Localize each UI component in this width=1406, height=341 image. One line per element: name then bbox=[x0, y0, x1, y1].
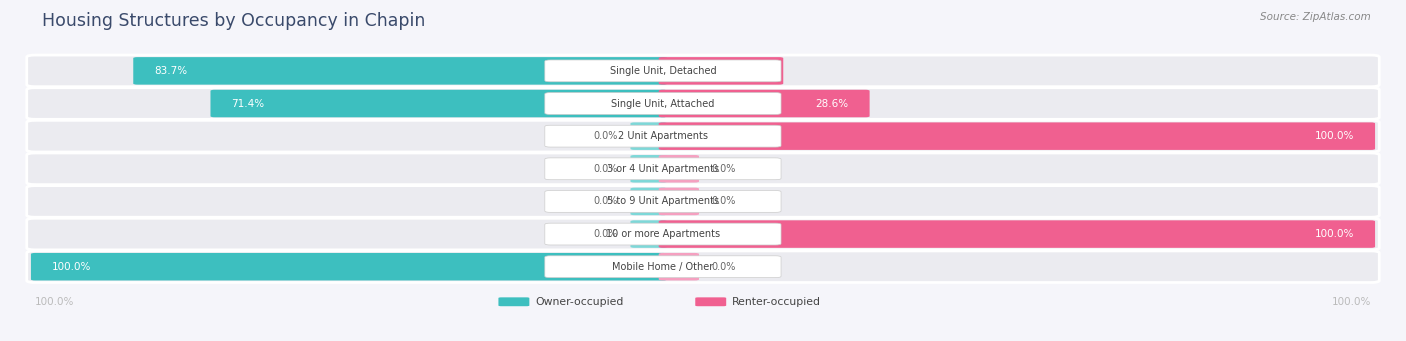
Text: 0.0%: 0.0% bbox=[593, 229, 617, 239]
Text: 3 or 4 Unit Apartments: 3 or 4 Unit Apartments bbox=[607, 164, 718, 174]
FancyBboxPatch shape bbox=[27, 88, 1379, 119]
Text: 0.0%: 0.0% bbox=[711, 164, 735, 174]
FancyBboxPatch shape bbox=[630, 188, 666, 215]
Text: 71.4%: 71.4% bbox=[232, 99, 264, 108]
FancyBboxPatch shape bbox=[498, 297, 530, 306]
FancyBboxPatch shape bbox=[658, 220, 1375, 248]
Text: 100.0%: 100.0% bbox=[1331, 297, 1371, 307]
Text: 28.6%: 28.6% bbox=[815, 99, 849, 108]
Text: 16.4%: 16.4% bbox=[730, 66, 762, 76]
Text: Owner-occupied: Owner-occupied bbox=[536, 297, 623, 307]
FancyBboxPatch shape bbox=[630, 155, 666, 182]
FancyBboxPatch shape bbox=[658, 122, 1375, 150]
Text: 2 Unit Apartments: 2 Unit Apartments bbox=[617, 131, 709, 141]
FancyBboxPatch shape bbox=[27, 120, 1379, 152]
Text: Single Unit, Attached: Single Unit, Attached bbox=[612, 99, 714, 108]
Text: Housing Structures by Occupancy in Chapin: Housing Structures by Occupancy in Chapi… bbox=[42, 12, 426, 30]
Text: 83.7%: 83.7% bbox=[155, 66, 187, 76]
Text: 0.0%: 0.0% bbox=[593, 131, 617, 141]
FancyBboxPatch shape bbox=[658, 253, 699, 280]
FancyBboxPatch shape bbox=[27, 153, 1379, 184]
FancyBboxPatch shape bbox=[544, 256, 782, 278]
Text: 10 or more Apartments: 10 or more Apartments bbox=[606, 229, 720, 239]
Text: Renter-occupied: Renter-occupied bbox=[731, 297, 821, 307]
Text: Source: ZipAtlas.com: Source: ZipAtlas.com bbox=[1260, 12, 1371, 22]
Text: 100.0%: 100.0% bbox=[1315, 131, 1354, 141]
FancyBboxPatch shape bbox=[544, 93, 782, 115]
FancyBboxPatch shape bbox=[658, 90, 870, 117]
FancyBboxPatch shape bbox=[544, 60, 782, 82]
Text: Mobile Home / Other: Mobile Home / Other bbox=[612, 262, 714, 272]
FancyBboxPatch shape bbox=[27, 251, 1379, 282]
Text: Single Unit, Detached: Single Unit, Detached bbox=[610, 66, 716, 76]
FancyBboxPatch shape bbox=[27, 55, 1379, 87]
FancyBboxPatch shape bbox=[31, 253, 666, 280]
Text: 0.0%: 0.0% bbox=[593, 196, 617, 206]
FancyBboxPatch shape bbox=[211, 90, 666, 117]
FancyBboxPatch shape bbox=[544, 125, 782, 147]
Text: 0.0%: 0.0% bbox=[593, 164, 617, 174]
FancyBboxPatch shape bbox=[134, 57, 666, 85]
Text: 100.0%: 100.0% bbox=[1315, 229, 1354, 239]
Text: 5 to 9 Unit Apartments: 5 to 9 Unit Apartments bbox=[607, 196, 718, 206]
Text: 100.0%: 100.0% bbox=[35, 297, 75, 307]
FancyBboxPatch shape bbox=[544, 191, 782, 212]
FancyBboxPatch shape bbox=[658, 155, 699, 182]
FancyBboxPatch shape bbox=[544, 158, 782, 180]
FancyBboxPatch shape bbox=[27, 186, 1379, 217]
FancyBboxPatch shape bbox=[658, 188, 699, 215]
Text: 0.0%: 0.0% bbox=[711, 262, 735, 272]
FancyBboxPatch shape bbox=[27, 218, 1379, 250]
Text: 0.0%: 0.0% bbox=[711, 196, 735, 206]
FancyBboxPatch shape bbox=[658, 57, 783, 85]
Text: 100.0%: 100.0% bbox=[52, 262, 91, 272]
FancyBboxPatch shape bbox=[630, 122, 666, 150]
FancyBboxPatch shape bbox=[630, 220, 666, 248]
FancyBboxPatch shape bbox=[544, 223, 782, 245]
FancyBboxPatch shape bbox=[695, 297, 725, 306]
